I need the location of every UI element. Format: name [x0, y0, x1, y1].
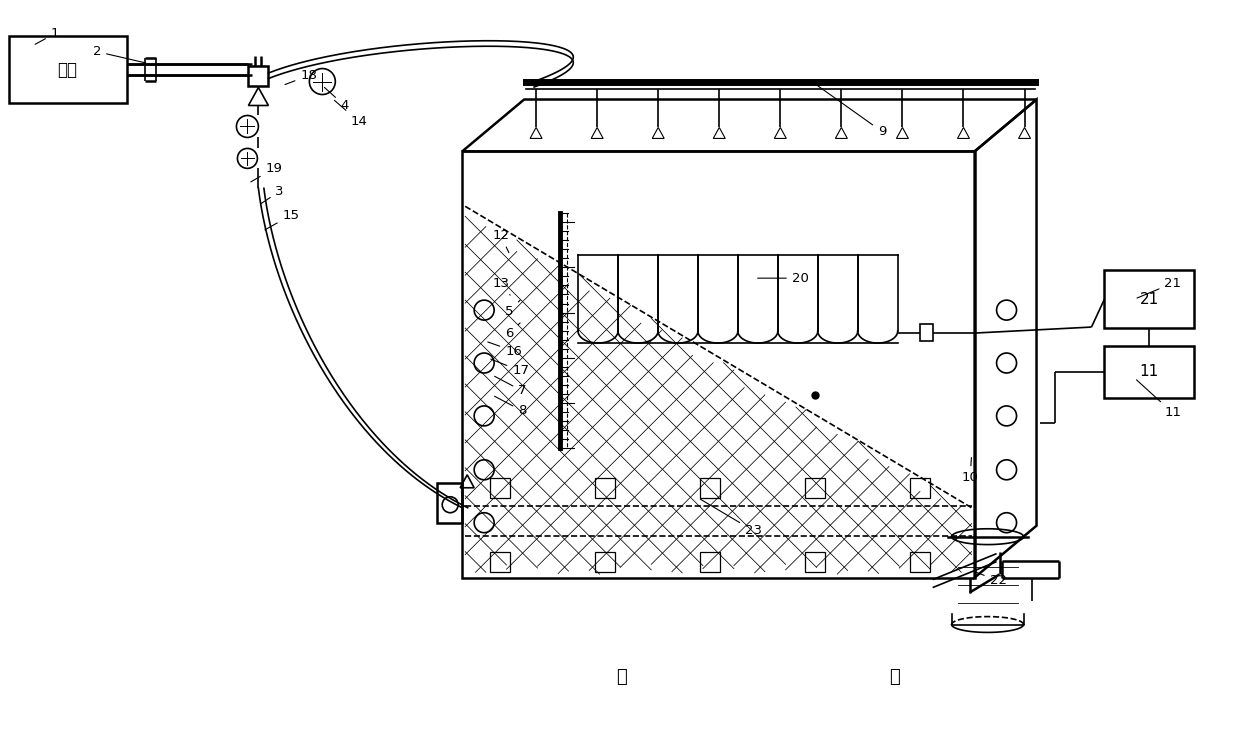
Text: 22: 22 [974, 572, 1006, 587]
Text: 16: 16 [488, 342, 522, 358]
Text: 10: 10 [961, 457, 979, 485]
Text: 18: 18 [285, 69, 317, 84]
Text: 5: 5 [506, 300, 520, 317]
Bar [805, 552, 825, 572]
Text: 11: 11 [1136, 380, 1182, 419]
Text: 15: 15 [265, 209, 300, 230]
Bar [805, 478, 825, 498]
Text: 水源: 水源 [58, 61, 78, 78]
Bar [491, 552, 510, 572]
Text: 左: 左 [617, 668, 627, 686]
Bar [462, 152, 975, 578]
Text: 右: 右 [890, 668, 900, 686]
Bar [1104, 346, 1194, 398]
Bar [595, 552, 615, 572]
Bar [919, 324, 933, 341]
Text: 3: 3 [260, 185, 284, 204]
Bar [700, 552, 720, 572]
Text: 17: 17 [491, 359, 529, 377]
Text: 9: 9 [814, 83, 886, 138]
Bar [9, 36, 126, 103]
Bar [1104, 270, 1194, 328]
Text: 23: 23 [700, 499, 762, 537]
Text: 21: 21 [1137, 276, 1182, 298]
Text: 19: 19 [250, 162, 282, 182]
Text: 20: 20 [757, 272, 809, 284]
Text: 1: 1 [35, 27, 59, 44]
Text: 8: 8 [494, 397, 527, 417]
Text: 2: 2 [93, 45, 146, 63]
Bar [491, 478, 510, 498]
Text: 4: 4 [325, 87, 348, 112]
Text: 13: 13 [492, 276, 510, 295]
Text: 11: 11 [1140, 364, 1158, 380]
Text: 14: 14 [335, 100, 367, 128]
Bar [909, 478, 929, 498]
Bar [909, 552, 929, 572]
Bar [248, 65, 269, 86]
Bar [595, 478, 615, 498]
Text: 6: 6 [506, 323, 520, 339]
Text: 7: 7 [494, 376, 527, 397]
Bar [437, 483, 462, 523]
Text: 21: 21 [1140, 292, 1158, 306]
Text: 12: 12 [492, 229, 509, 253]
Bar [700, 478, 720, 498]
